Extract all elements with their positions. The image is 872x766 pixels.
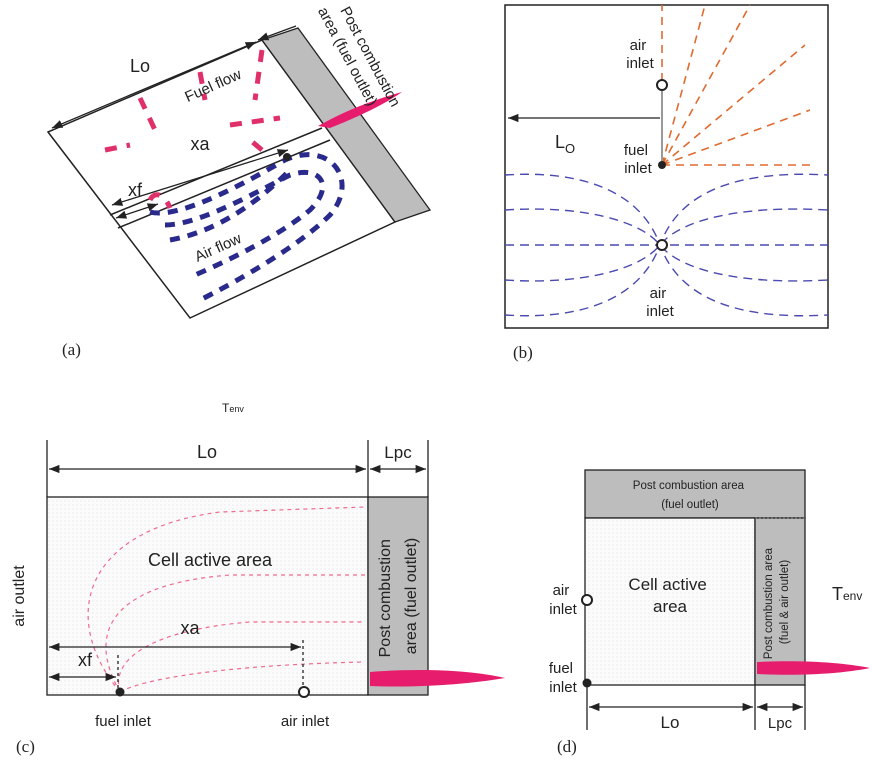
line: inlet [549,679,577,696]
a-fuel-flow: Fuel flow [182,66,244,106]
panel-label: (b) [513,343,533,362]
panel-a: Lo Fuel flow xa xf Air flow Post combust… [48,0,430,359]
c-lo: Lo [197,442,217,462]
panel-label: (a) [62,340,81,359]
line-shape [110,128,322,215]
path-shape [150,155,342,300]
b-air-inlet-bottom: air inlet [646,285,674,320]
circle-shape [658,161,666,169]
line: air [650,285,667,302]
line: Post combustion area [763,547,775,659]
d-air-inlet: air inlet [549,582,577,618]
panel-label: (d) [557,737,577,756]
b-air-inlet-top: air inlet [626,37,654,72]
circle-shape [582,595,592,605]
panel-b: air inlet LO fuel inlet air inlet (b) [505,5,828,362]
sub: env [229,404,244,414]
line-shape [118,140,330,228]
line: inlet [626,55,654,72]
line: fuel [624,142,648,159]
line: Post combustion area [633,480,745,492]
line: inlet [549,601,577,618]
d-lpc: Lpc [768,715,793,732]
line: fuel [549,660,573,677]
c-xa: xa [180,618,200,638]
line: area (fuel outlet) [403,538,420,655]
sub: O [565,141,575,156]
path-shape [505,245,828,281]
path-shape [505,209,828,245]
line: air [630,37,647,54]
circle-shape [299,687,309,697]
circle-shape [657,240,667,250]
line: (fuel & air outlet) [779,560,791,645]
line: area [653,597,688,616]
panel-label: (c) [16,737,35,756]
panel-c: Tenv Lo Lpc xa xf Cell active area air o… [11,401,505,756]
path-shape [757,661,870,675]
d-lo: Lo [661,713,680,732]
c-cell-active-area: Cell active area [148,550,273,570]
a-xf: xf [128,180,143,200]
line: inlet [624,160,652,177]
line: Post combustion [377,539,394,657]
c-t-env: Tenv [222,401,244,415]
line: inlet [646,303,674,320]
d-fuel-inlet: fuel inlet [549,660,578,696]
path-shape [370,670,505,687]
c-xf: xf [78,650,93,670]
circle-shape [283,153,291,161]
line: (fuel outlet) [661,499,719,511]
rect-shape [47,497,368,695]
line: air [553,582,570,599]
d-t-env: Tenv [832,584,862,604]
b-fuel-inlet: fuel inlet [624,142,653,177]
a-air-flow: Air flow [192,230,244,266]
c-air-inlet: air inlet [281,713,330,730]
path-shape [165,172,323,275]
rect-shape [505,5,828,328]
circle-shape [657,80,667,90]
main: T [832,584,843,604]
a-xa: xa [190,134,210,154]
c-lpc: Lpc [384,443,412,462]
b-lo: LO [555,132,575,156]
line: Cell active [628,575,706,594]
c-air-outlet: air outlet [11,565,28,627]
main: L [555,132,565,152]
c-fuel-inlet: fuel inlet [95,713,152,730]
path-shape [662,5,810,165]
sub: env [843,589,862,603]
circle-shape [116,688,125,697]
panel-d: Post combustion area (fuel outlet) Post … [549,470,870,756]
a-lo: Lo [130,56,150,76]
figure: Lo Fuel flow xa xf Air flow Post combust… [0,0,872,766]
